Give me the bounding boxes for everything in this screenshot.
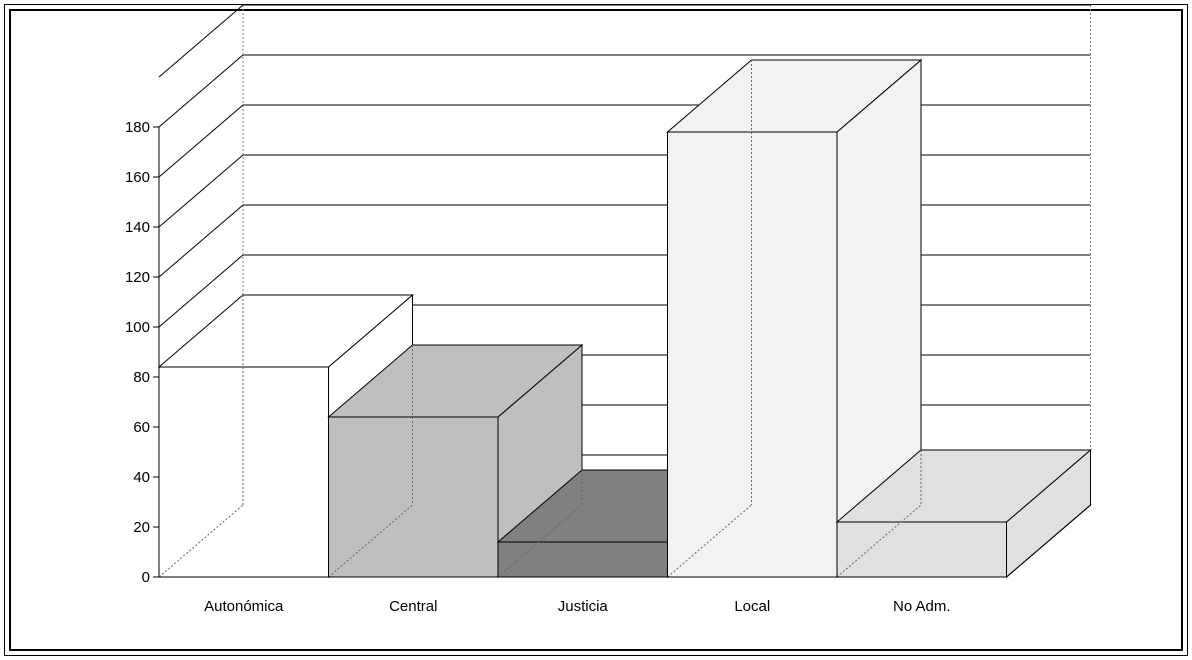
bar-front [328,416,499,578]
bar-front [667,131,838,578]
bar-hidden-edge [667,504,752,578]
bar-top [835,449,1092,523]
bar-local [666,58,923,579]
y-tick-label: 100 [125,319,150,336]
bar-hidden-edge [158,504,244,578]
y-tick-label: 120 [125,269,150,286]
y-tick-label: 0 [142,569,150,586]
bar-hidden-edge [497,504,583,578]
bar-no-adm- [835,448,1092,579]
y-axis: 0 20 40 60 80 100 120 140 160 180 [125,119,160,586]
x-tick-label: Local [734,598,770,615]
bar-hidden-edge [836,504,922,578]
x-tick-label: Autonómica [204,598,284,615]
y-tick-label: 180 [125,119,150,136]
bars [157,58,1092,579]
x-axis: Autonómica Central Justicia Local No Adm. [159,504,1091,615]
side-gridline [158,104,244,178]
x-tick-label: Justicia [558,598,609,615]
bar-top [666,59,923,133]
bar-front [158,366,329,578]
side-gridline [158,54,244,128]
x-tick-label: Central [389,598,437,615]
y-tick-label: 80 [133,369,150,386]
bar-front [497,541,668,578]
floor-edge [1006,504,1091,578]
x-tick-label: No Adm. [893,598,951,615]
side-gridline [158,4,244,78]
side-gridline [158,254,244,328]
bar-top [327,344,584,418]
y-tick-label: 160 [125,169,150,186]
y-tick-label: 40 [133,469,150,486]
chart-inner-border [9,9,1183,651]
side-gridline [158,204,244,278]
bar-hidden-edge [328,504,413,578]
bar-top [157,294,414,368]
bar-front [836,521,1007,578]
y-tick-label: 140 [125,219,150,236]
y-tick-label: 20 [133,519,150,536]
y-tick-label: 60 [133,419,150,436]
side-gridline [158,154,244,228]
